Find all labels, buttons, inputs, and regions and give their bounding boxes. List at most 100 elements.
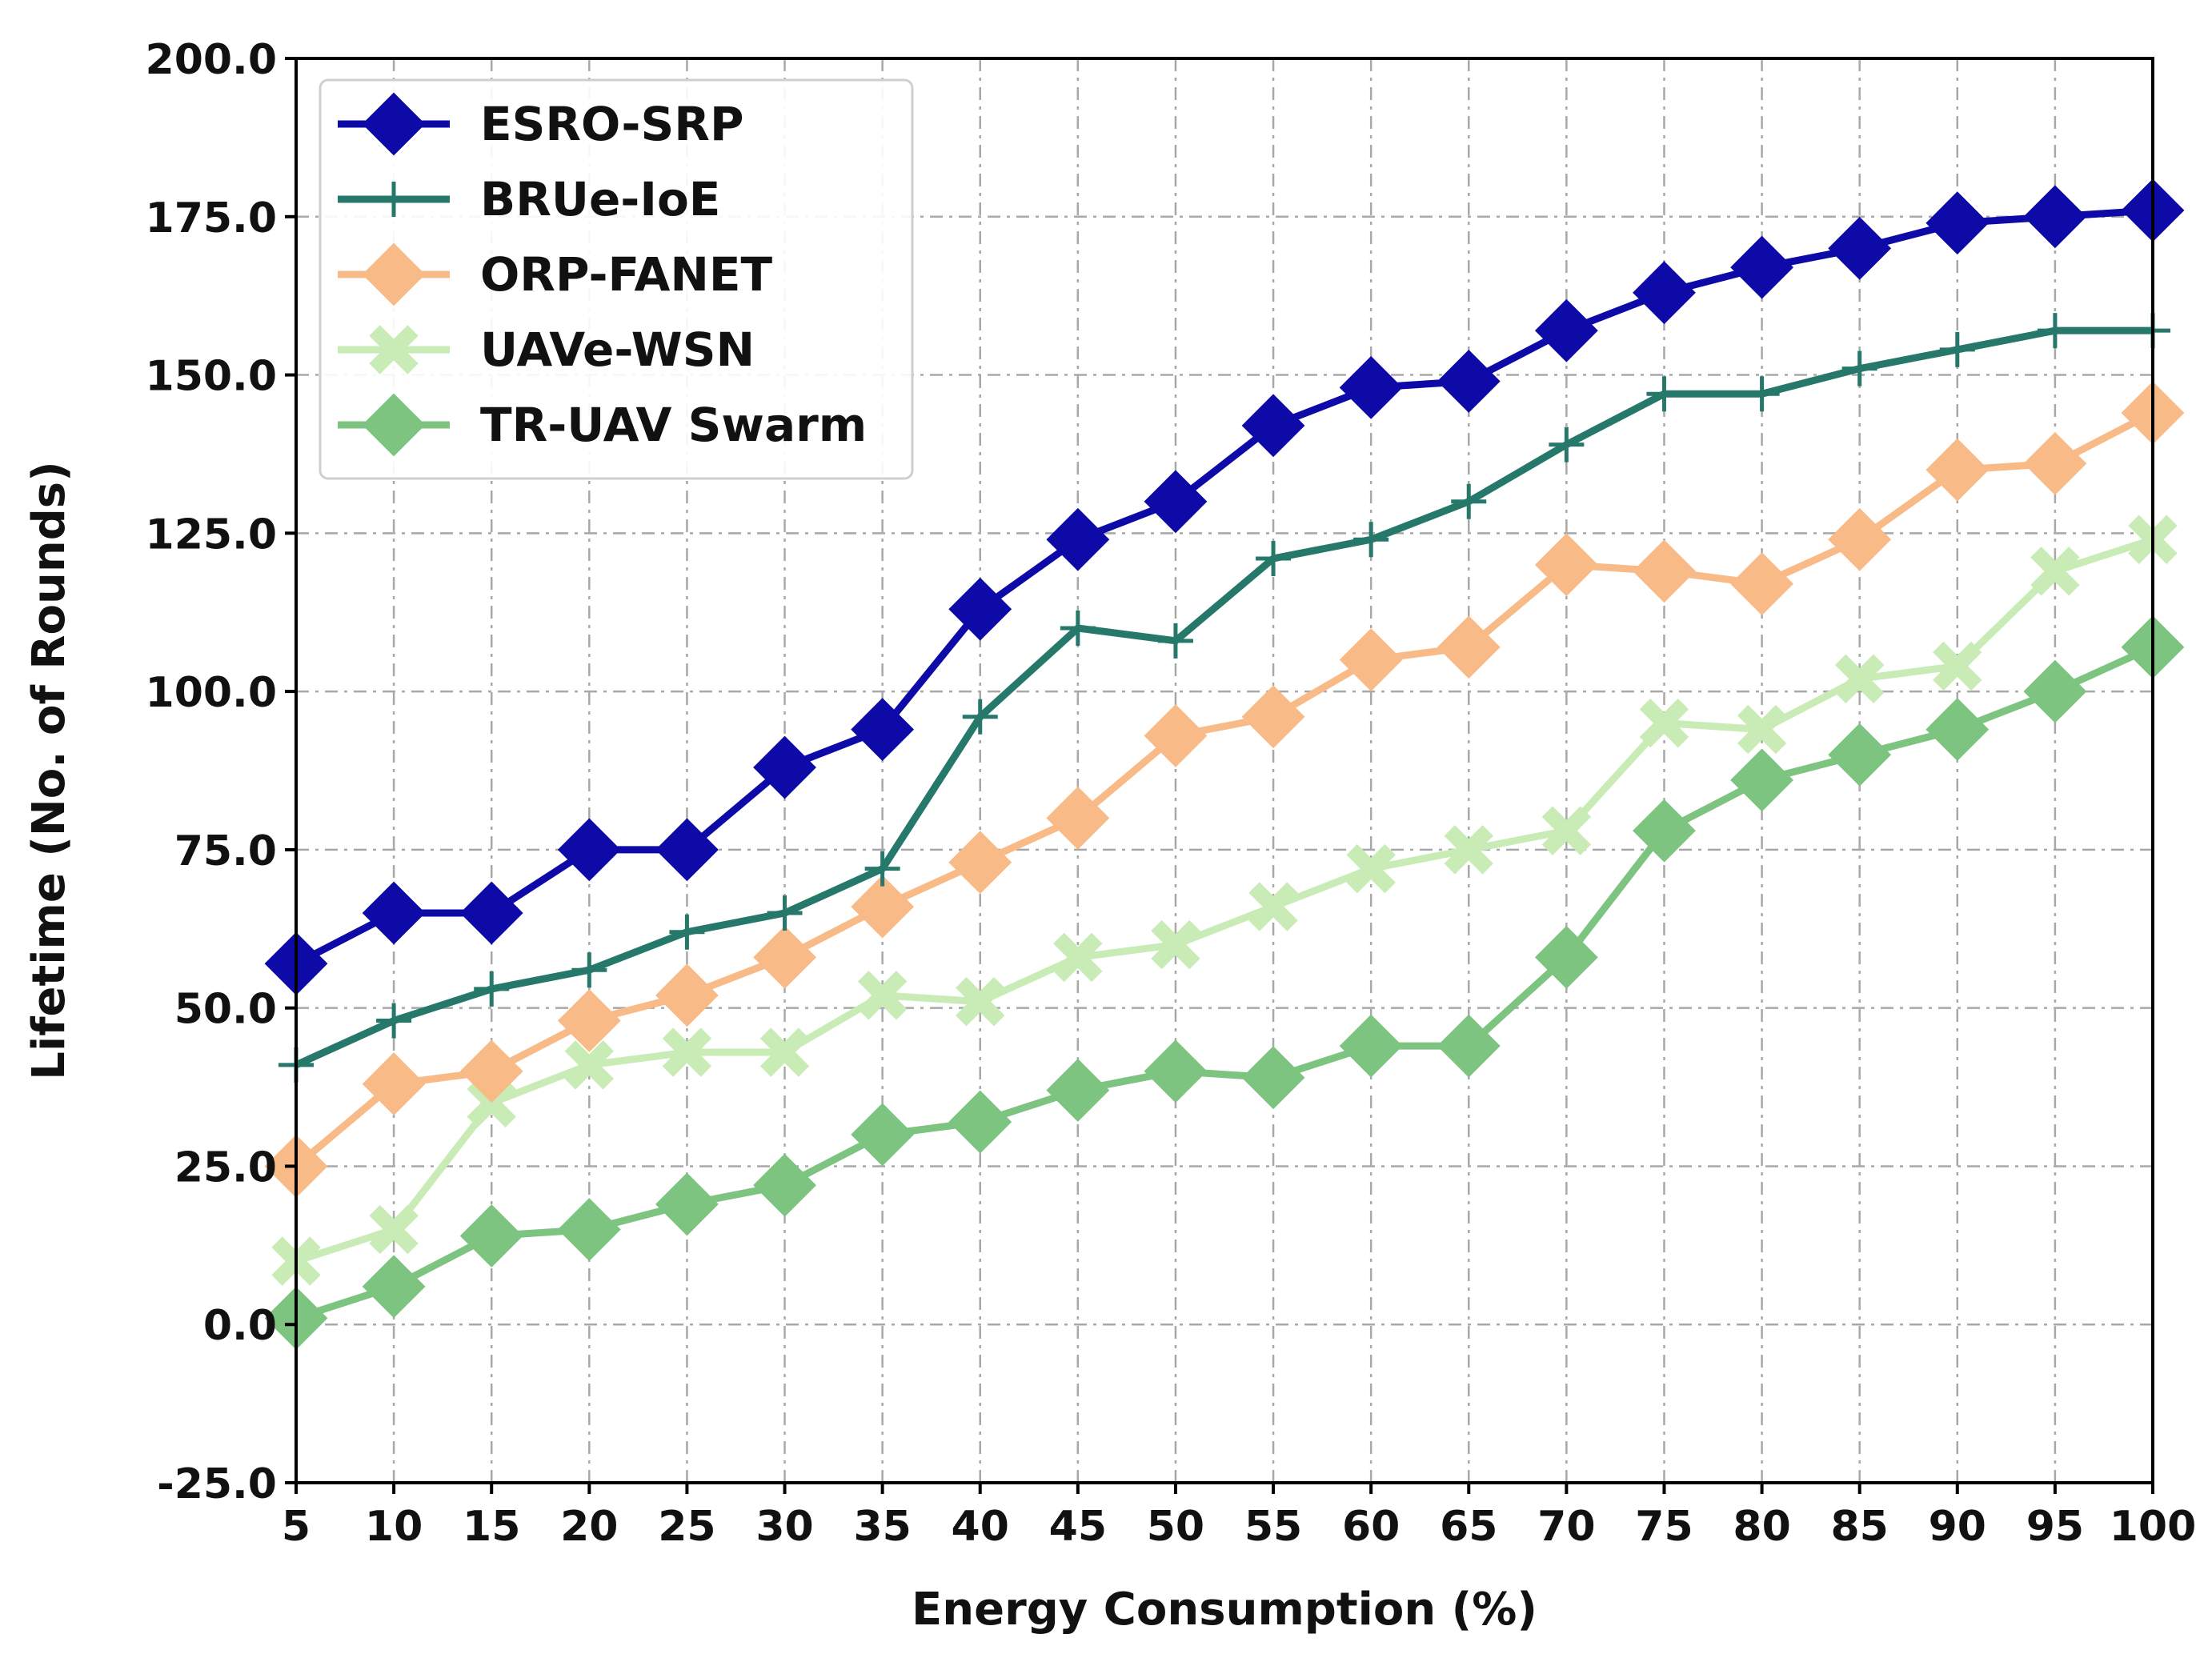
data-point-brue-ioe <box>1157 623 1193 659</box>
data-point-brue-ioe <box>767 895 803 931</box>
legend-item-uave-wsn: UAVe-WSN <box>338 322 755 377</box>
y-tick-label: 50.0 <box>174 986 277 1034</box>
data-point-esro-srp <box>557 818 621 882</box>
x-tick-label: 75 <box>1635 1503 1693 1551</box>
data-point-brue-ioe <box>1841 350 1877 386</box>
data-point-orp-fanet <box>1144 704 1208 767</box>
data-point-orp-fanet <box>362 1052 426 1116</box>
data-point-esro-srp <box>1144 470 1208 534</box>
plot-frame <box>295 57 2154 1484</box>
data-point-esro-srp <box>851 698 915 761</box>
x-tick-label: 55 <box>1244 1503 1302 1551</box>
y-tick-label: 75.0 <box>174 827 277 875</box>
x-tick-label: 65 <box>1440 1503 1497 1551</box>
data-point-tr-uav-swarm <box>948 1090 1012 1154</box>
data-point-esro-srp <box>1437 350 1501 413</box>
data-point-esro-srp <box>948 577 1012 641</box>
data-point-orp-fanet <box>948 831 1012 895</box>
data-point-uave-wsn <box>1053 932 1103 983</box>
data-point-orp-fanet <box>1633 539 1696 603</box>
legend-marker <box>376 182 411 217</box>
data-point-esro-srp <box>1633 261 1696 325</box>
series-tr-uav-swarm <box>264 615 2185 1350</box>
data-point-brue-ioe <box>962 699 998 735</box>
series-orp-fanet <box>264 381 2185 1198</box>
data-point-uave-wsn <box>662 1027 712 1077</box>
data-point-orp-fanet <box>1339 628 1403 691</box>
data-point-tr-uav-swarm <box>1437 1014 1501 1078</box>
data-point-tr-uav-swarm <box>655 1172 719 1236</box>
data-point-uave-wsn <box>1737 704 1787 755</box>
data-point-tr-uav-swarm <box>557 1198 621 1261</box>
data-point-uave-wsn <box>1248 882 1298 931</box>
data-point-brue-ioe <box>1646 376 1682 412</box>
data-point-uave-wsn <box>1151 919 1200 970</box>
legend-item-tr-uav-swarm: TR-UAV Swarm <box>338 393 867 457</box>
data-point-esro-srp <box>655 818 719 882</box>
y-tick-label: 100.0 <box>146 669 277 717</box>
data-point-orp-fanet <box>557 989 621 1052</box>
data-point-uave-wsn <box>2030 547 2080 596</box>
y-tick-label: 125.0 <box>146 511 277 559</box>
x-tick-label: 45 <box>1049 1503 1107 1551</box>
x-tick-label: 35 <box>853 1503 911 1551</box>
y-tick-label: 0.0 <box>203 1302 277 1350</box>
data-point-tr-uav-swarm <box>1730 748 1793 812</box>
data-point-brue-ioe <box>1939 331 1975 367</box>
x-tick-label: 85 <box>1830 1503 1888 1551</box>
legend-marker <box>362 92 426 156</box>
x-tick-label: 30 <box>755 1503 813 1551</box>
data-point-esro-srp <box>459 881 523 945</box>
data-point-tr-uav-swarm <box>1339 1014 1403 1078</box>
legend-marker <box>362 393 426 457</box>
x-tick-label: 15 <box>463 1503 520 1551</box>
data-point-orp-fanet <box>1241 685 1305 749</box>
y-axis-label: Lifetime (No. of Rounds) <box>23 461 75 1079</box>
y-tick-label: 175.0 <box>146 194 277 242</box>
data-point-orp-fanet <box>655 963 719 1027</box>
series-esro-srp <box>264 178 2185 995</box>
data-point-tr-uav-swarm <box>851 1103 915 1167</box>
data-point-tr-uav-swarm <box>2023 659 2087 723</box>
data-point-esro-srp <box>1828 216 1892 280</box>
data-point-brue-ioe <box>2037 313 2073 349</box>
x-tick-label: 100 <box>2110 1503 2197 1551</box>
legend-box <box>319 78 914 480</box>
data-point-uave-wsn <box>1639 698 1689 748</box>
legend-marker <box>369 325 419 374</box>
x-tick-label: 25 <box>658 1503 715 1551</box>
x-axis-label: Energy Consumption (%) <box>912 1584 1537 1636</box>
data-point-tr-uav-swarm <box>1925 698 1990 761</box>
data-point-uave-wsn <box>1541 806 1592 855</box>
x-tick-label: 95 <box>2026 1503 2084 1551</box>
data-point-tr-uav-swarm <box>1828 723 1892 787</box>
x-tick-label: 20 <box>560 1503 618 1551</box>
data-point-orp-fanet <box>459 1039 523 1103</box>
series-line-brue-ioe <box>295 326 2153 1068</box>
legend-label: ESRO-SRP <box>480 97 743 151</box>
data-point-esro-srp <box>1241 394 1305 458</box>
data-point-uave-wsn <box>857 971 908 1020</box>
data-point-tr-uav-swarm <box>1046 1059 1110 1122</box>
y-tick-label: 150.0 <box>146 353 277 401</box>
legend-label: ORP-FANET <box>480 247 773 302</box>
data-point-esro-srp <box>1730 235 1793 299</box>
legend-label: BRUe-IoE <box>480 172 720 226</box>
legend: ESRO-SRP BRUe-IoE ORP-FANET UAVe-WSN TR-UAV … <box>319 78 914 480</box>
data-point-uave-wsn <box>1346 843 1396 894</box>
data-point-uave-wsn <box>564 1040 615 1090</box>
legend-item-brue-ioe: BRUe-IoE <box>338 172 720 226</box>
data-point-esro-srp <box>1534 298 1598 362</box>
x-tick-label: 40 <box>952 1503 1009 1551</box>
data-point-tr-uav-swarm <box>1633 799 1696 863</box>
data-point-brue-ioe <box>1256 540 1292 576</box>
data-point-orp-fanet <box>1046 786 1110 850</box>
data-point-esro-srp <box>1339 355 1403 419</box>
data-point-uave-wsn <box>956 977 1005 1027</box>
data-point-uave-wsn <box>1933 641 1982 691</box>
data-point-tr-uav-swarm <box>1534 925 1598 989</box>
x-tick-label: 60 <box>1342 1503 1400 1551</box>
series-line-uave-wsn <box>295 535 2154 1265</box>
data-point-orp-fanet <box>1925 438 1990 502</box>
data-point-orp-fanet <box>1730 552 1793 616</box>
